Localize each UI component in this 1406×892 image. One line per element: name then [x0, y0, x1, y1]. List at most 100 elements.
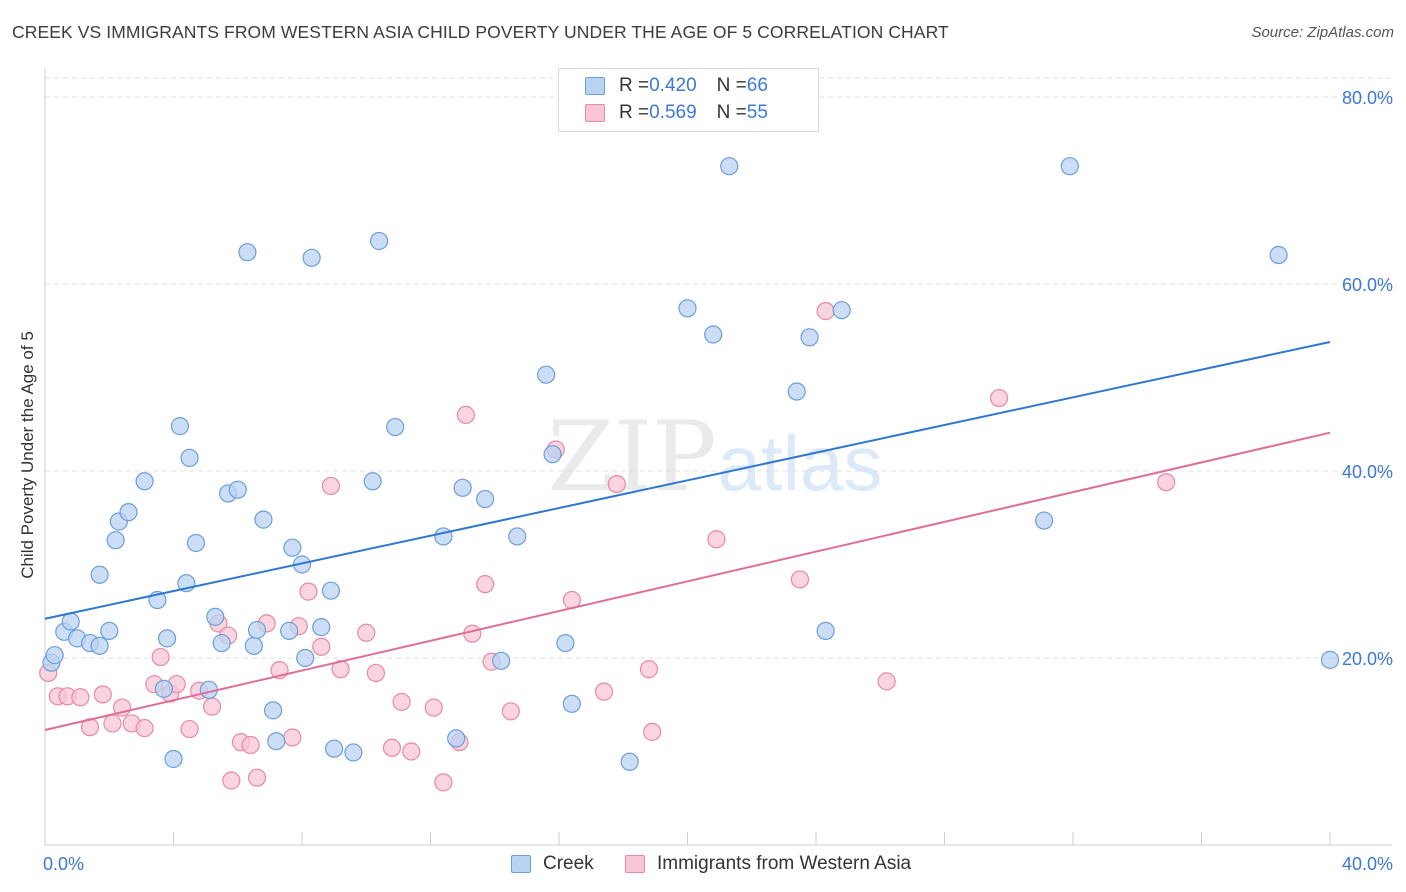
legend-n-value: 66: [746, 75, 768, 96]
data-point-creek: [476, 489, 495, 509]
data-point-western-asia: [71, 688, 90, 707]
data-point-creek: [344, 743, 363, 762]
data-point-western-asia: [501, 702, 520, 721]
y-tick-label: 40.0%: [1342, 462, 1393, 482]
data-point-western-asia: [202, 697, 222, 716]
data-point-creek: [1320, 650, 1340, 669]
data-point-creek: [170, 417, 190, 436]
bottom-legend-label-western-asia: Immigrants from Western Asia: [657, 853, 912, 874]
data-point-creek: [492, 651, 511, 670]
legend-r-value: 0.420: [649, 75, 697, 96]
legend-n-label: N =: [716, 75, 747, 96]
data-point-western-asia: [594, 682, 614, 701]
data-point-western-asia: [93, 685, 112, 704]
data-point-western-asia: [357, 623, 376, 642]
data-point-creek: [135, 472, 154, 491]
data-point-western-asia: [180, 719, 199, 739]
x-tick-label: 40.0%: [1342, 854, 1393, 874]
data-point-creek: [787, 382, 806, 401]
data-point-western-asia: [1157, 473, 1176, 492]
data-point-creek: [704, 325, 723, 344]
data-point-creek: [620, 752, 639, 771]
data-point-western-asia: [456, 405, 475, 424]
data-point-western-asia: [607, 474, 626, 494]
data-point-creek: [283, 538, 302, 557]
legend-swatch-western-asia: [585, 104, 605, 122]
data-point-creek: [312, 618, 331, 637]
data-point-western-asia: [476, 575, 495, 594]
data-point-creek: [447, 729, 466, 748]
data-point-creek: [186, 533, 206, 553]
data-point-creek: [363, 472, 382, 491]
x-tick-label: 0.0%: [43, 854, 84, 874]
data-point-western-asia: [424, 698, 443, 717]
data-point-creek: [247, 620, 267, 640]
data-point-creek: [119, 503, 138, 522]
data-point-creek: [386, 417, 405, 437]
data-point-creek: [45, 646, 64, 665]
data-point-creek: [543, 445, 562, 464]
data-point-creek: [90, 636, 109, 655]
series-creek-points: [42, 157, 1340, 771]
data-point-western-asia: [382, 738, 402, 757]
gridlines: [45, 77, 1392, 659]
data-point-western-asia: [283, 728, 302, 747]
legend-row-creek: R = 0.420 N = 66: [585, 74, 768, 98]
watermark-atlas: atlas: [718, 419, 883, 507]
data-point-western-asia: [463, 624, 482, 643]
source-label: Source: ZipAtlas.com: [1251, 24, 1394, 41]
data-point-western-asia: [990, 388, 1009, 408]
data-point-creek: [180, 448, 199, 468]
legend-r-label: R =: [619, 75, 650, 96]
data-point-creek: [157, 629, 177, 648]
data-point-western-asia: [222, 771, 241, 790]
data-point-creek: [254, 510, 273, 529]
data-point-creek: [100, 621, 119, 640]
data-point-creek: [154, 679, 173, 698]
data-point-creek: [106, 531, 125, 550]
data-point-creek: [816, 621, 835, 640]
data-point-creek: [1060, 157, 1079, 176]
data-point-creek: [556, 633, 575, 653]
chart-title: CREEK VS IMMIGRANTS FROM WESTERN ASIA CH…: [12, 22, 949, 42]
legend-row-western-asia: R = 0.569 N = 55: [585, 101, 768, 125]
data-point-creek: [238, 243, 257, 262]
data-point-western-asia: [707, 530, 726, 549]
data-point-creek: [206, 607, 225, 626]
data-point-creek: [1034, 511, 1054, 530]
bottom-legend-swatch-creek: [511, 855, 531, 873]
data-point-western-asia: [816, 302, 835, 321]
data-point-creek: [720, 157, 739, 176]
data-point-creek: [562, 694, 581, 713]
axes: [44, 68, 1392, 846]
data-point-western-asia: [103, 714, 122, 733]
data-point-western-asia: [135, 719, 154, 738]
watermark-zip: ZIP: [547, 401, 716, 513]
bottom-legend-label-creek: Creek: [543, 853, 594, 874]
data-point-creek: [321, 581, 341, 600]
data-point-creek: [90, 565, 109, 584]
bottom-legend-swatch-western-asia: [625, 855, 645, 873]
bottom-legend-creek: Creek: [511, 852, 594, 876]
legend-swatch-creek: [585, 77, 605, 95]
data-point-creek: [267, 732, 286, 751]
data-point-creek: [800, 328, 819, 347]
y-axis-title: Child Poverty Under the Age of 5: [18, 331, 37, 579]
data-point-western-asia: [643, 722, 662, 741]
data-point-creek: [832, 301, 851, 320]
bottom-legend-western-asia: Immigrants from Western Asia: [625, 852, 911, 876]
y-tick-label: 20.0%: [1342, 649, 1393, 669]
data-point-creek: [228, 480, 247, 499]
data-point-western-asia: [312, 637, 331, 656]
watermark: ZIP atlas: [547, 401, 882, 513]
data-point-western-asia: [321, 476, 341, 496]
data-point-creek: [678, 299, 697, 318]
legend-n-value: 55: [746, 102, 768, 123]
legend-r-value: 0.569: [649, 102, 697, 123]
data-point-creek: [296, 648, 315, 668]
data-point-creek: [280, 621, 299, 640]
data-point-creek: [263, 701, 283, 720]
data-point-western-asia: [366, 663, 385, 683]
y-tick-label: 60.0%: [1342, 275, 1393, 295]
